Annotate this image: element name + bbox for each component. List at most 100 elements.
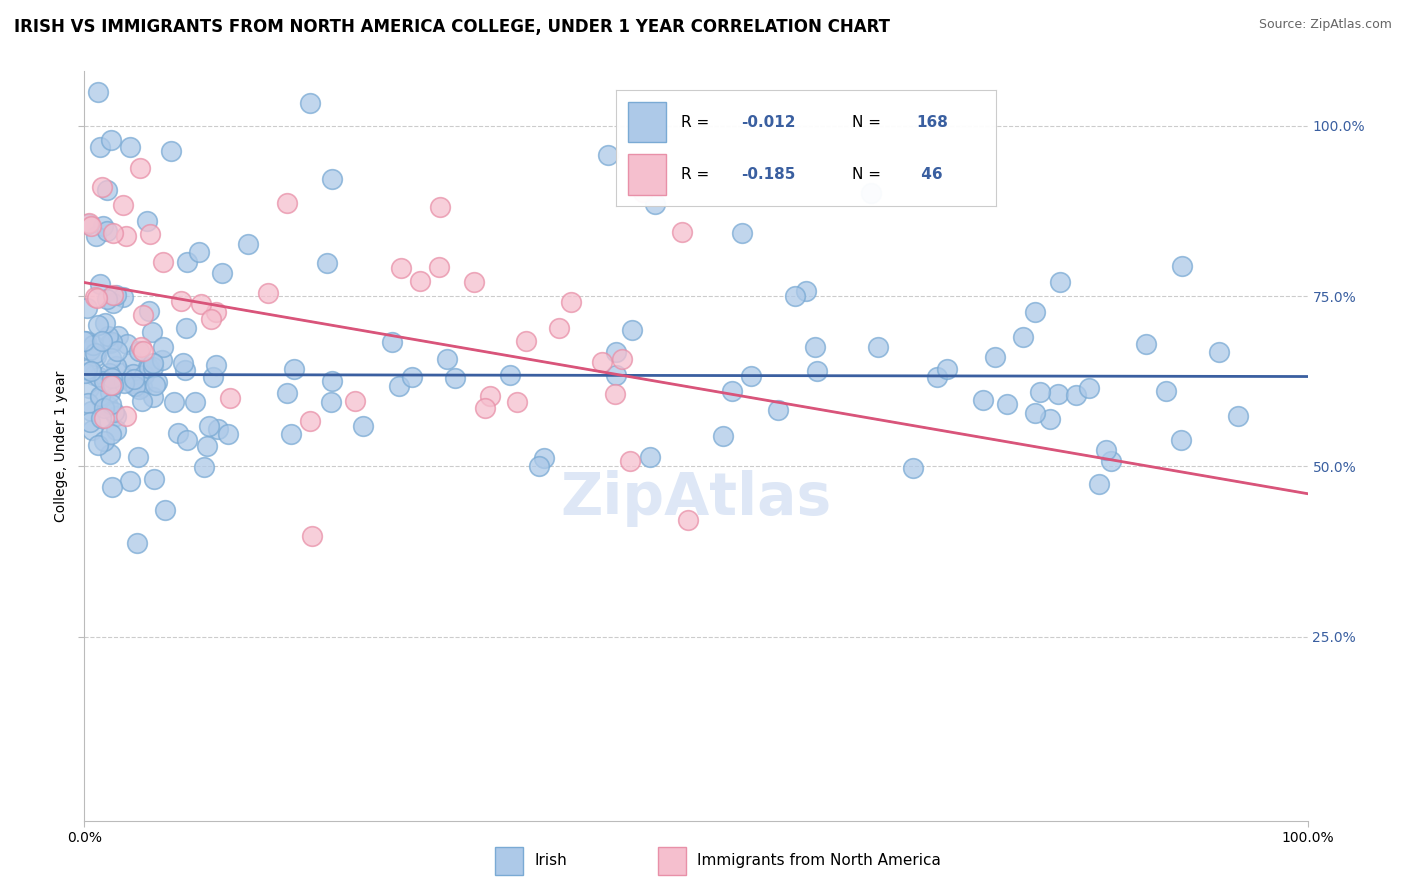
Point [132,368,155,382]
Point [1024,305,1046,319]
Point [136,213,159,227]
Point [711,428,734,442]
Point [1012,330,1035,344]
Point [84,290,107,304]
Point [100,397,122,411]
Point [83,346,105,360]
Point [190,297,212,311]
Point [299,95,322,110]
Point [84,229,107,244]
Point [1095,442,1118,457]
Point [98,335,121,350]
Point [474,401,496,415]
Point [193,460,215,475]
Point [321,374,343,388]
Point [150,353,173,368]
Point [866,340,889,354]
Point [90,180,112,194]
Point [103,296,125,310]
Point [204,358,226,372]
Point [1029,384,1052,399]
Point [794,284,817,298]
Point [436,351,458,366]
Point [200,311,222,326]
Point [107,329,129,343]
Point [122,371,145,385]
Point [640,450,662,465]
Point [605,368,627,382]
Point [352,418,374,433]
Point [201,370,224,384]
Point [768,403,790,417]
Point [1099,454,1122,468]
Point [96,224,118,238]
Point [101,480,124,494]
Point [217,426,239,441]
Point [115,409,138,423]
Point [76,361,98,376]
Point [207,422,229,436]
Point [936,362,959,376]
Point [218,391,240,405]
Point [75,334,97,348]
Point [444,371,467,385]
Point [972,392,994,407]
Point [100,351,122,365]
Point [103,226,125,240]
Point [122,367,145,381]
Point [671,225,693,239]
Point [132,309,155,323]
Point [146,376,169,390]
Point [80,404,103,418]
Point [93,401,115,415]
Point [87,438,110,452]
Point [89,140,111,154]
Point [1078,381,1101,395]
Point [1154,384,1177,399]
Point [79,343,101,358]
Point [1049,275,1071,289]
Point [111,290,134,304]
Point [995,397,1018,411]
Y-axis label: College, Under 1 year: College, Under 1 year [55,370,69,522]
Point [195,439,218,453]
Point [73,334,96,348]
Point [87,85,110,99]
Point [860,186,883,200]
Point [548,320,571,334]
Point [105,287,128,301]
Point [298,414,321,428]
Point [152,340,174,354]
Text: Source: ZipAtlas.com: Source: ZipAtlas.com [1258,18,1392,31]
Point [197,419,219,434]
Point [142,359,165,374]
Point [560,295,582,310]
Point [280,427,302,442]
Point [785,289,807,303]
Point [138,361,160,376]
Point [499,368,522,383]
Point [463,276,485,290]
Point [166,425,188,440]
Point [515,334,537,349]
Text: ZipAtlas: ZipAtlas [561,470,831,527]
Point [173,363,195,377]
Point [101,378,124,392]
Point [927,370,949,384]
Point [120,140,142,154]
Point [174,321,197,335]
Point [121,376,143,391]
Point [1039,411,1062,425]
Point [1171,259,1194,273]
Point [984,350,1007,364]
Point [409,274,432,288]
Point [77,216,100,230]
Point [103,405,125,419]
Point [100,132,122,146]
Point [276,196,298,211]
Point [644,197,666,211]
Point [77,381,100,395]
Point [76,395,98,409]
Point [344,393,367,408]
Point [101,288,124,302]
